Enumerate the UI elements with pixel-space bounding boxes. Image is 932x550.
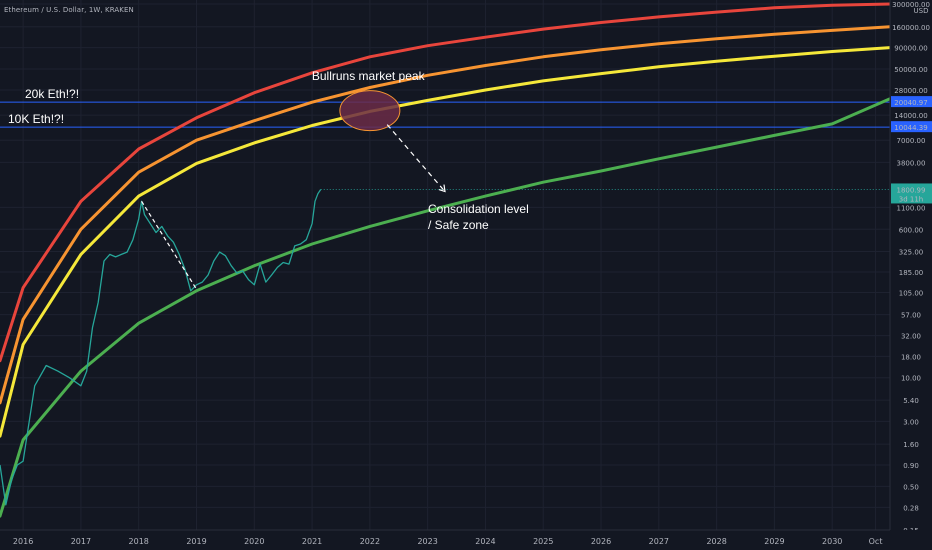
- y-tick-label: 3.00: [903, 418, 919, 426]
- x-tick-label: 2027: [649, 537, 669, 546]
- price-series: [0, 189, 322, 506]
- y-tick-label: 10.00: [901, 375, 921, 383]
- x-tick-label: 2025: [533, 537, 553, 546]
- y-tick-label: 28000.00: [894, 87, 927, 95]
- band-curve-0: [0, 2, 892, 363]
- y-tick-label: 600.00: [899, 226, 924, 234]
- x-axis-panel: [0, 530, 932, 550]
- y-tick-label: 50000.00: [894, 66, 927, 74]
- y-tick-label: 57.00: [901, 312, 921, 320]
- current-price-tag: [891, 183, 932, 204]
- annotation-20k: 20k Eth!?!: [25, 87, 79, 101]
- y-tick-label: 1100.00: [897, 204, 926, 212]
- arrowhead: [438, 184, 446, 193]
- level-10k-tag: [891, 121, 932, 133]
- x-tick-label: 2029: [764, 537, 784, 546]
- y-tick-label: 160000.00: [892, 24, 930, 32]
- y-tick-label: 0.28: [903, 504, 919, 512]
- y-tick-label: 0.50: [903, 483, 919, 491]
- x-tick-label: 2020: [244, 537, 264, 546]
- band-curve-3: [0, 97, 892, 518]
- x-tick-label: 2026: [591, 537, 611, 546]
- x-tick-label: 2022: [360, 537, 380, 546]
- drawdown-arrow: [141, 200, 198, 290]
- annotation-peak: Bullruns market peak: [312, 69, 426, 83]
- x-tick-label: 2016: [13, 537, 33, 546]
- annotation-consolidation: Consolidation level: [428, 202, 529, 216]
- level-10k-label: 10044.39: [894, 124, 927, 132]
- y-tick-label: 32.00: [901, 333, 921, 341]
- band-curve-1: [0, 25, 892, 405]
- y-tick-label: 90000.00: [894, 45, 927, 53]
- level-20k-tag: [891, 96, 932, 108]
- current-price-countdown: 3d 11h: [899, 195, 923, 203]
- annotation-10k: 10K Eth!?!: [8, 112, 64, 126]
- x-tick-label: 2030: [822, 537, 842, 546]
- current-price-label: 1800.99: [897, 186, 926, 194]
- y-tick-label: 300000.00: [892, 1, 930, 9]
- x-tick-label: 2028: [706, 537, 726, 546]
- y-tick-label: 18.00: [901, 353, 921, 361]
- y-axis-unit: USD: [914, 7, 929, 15]
- x-tick-label: 2023: [417, 537, 437, 546]
- band-curve-2: [0, 46, 892, 438]
- annotation-safe-zone: / Safe zone: [428, 218, 489, 232]
- x-tick-label: 2017: [71, 537, 91, 546]
- x-tick-label: 2018: [129, 537, 149, 546]
- y-tick-label: 1.60: [903, 441, 919, 449]
- y-tick-label: 7000.00: [897, 137, 926, 145]
- y-tick-label: 3800.00: [897, 159, 926, 167]
- y-tick-label: 325.00: [899, 249, 924, 257]
- y-tick-label: 185.00: [899, 269, 924, 277]
- y-tick-label: 0.90: [903, 462, 919, 470]
- y-tick-label: 105.00: [899, 289, 924, 297]
- peak-ellipse: [339, 90, 401, 132]
- x-tick-label: 2021: [302, 537, 322, 546]
- consolidation-arrow: [386, 124, 446, 192]
- chart-title: Ethereum / U.S. Dollar, 1W, KRAKEN: [4, 6, 134, 14]
- x-tick-label: 2024: [475, 537, 495, 546]
- y-axis-panel: [890, 0, 932, 550]
- x-tick-label: Oct: [869, 537, 883, 546]
- level-20k-label: 20040.97: [894, 99, 927, 107]
- x-tick-label: 2019: [186, 537, 206, 546]
- y-tick-label: 14000.00: [894, 112, 927, 120]
- y-tick-label: 5.40: [903, 397, 919, 405]
